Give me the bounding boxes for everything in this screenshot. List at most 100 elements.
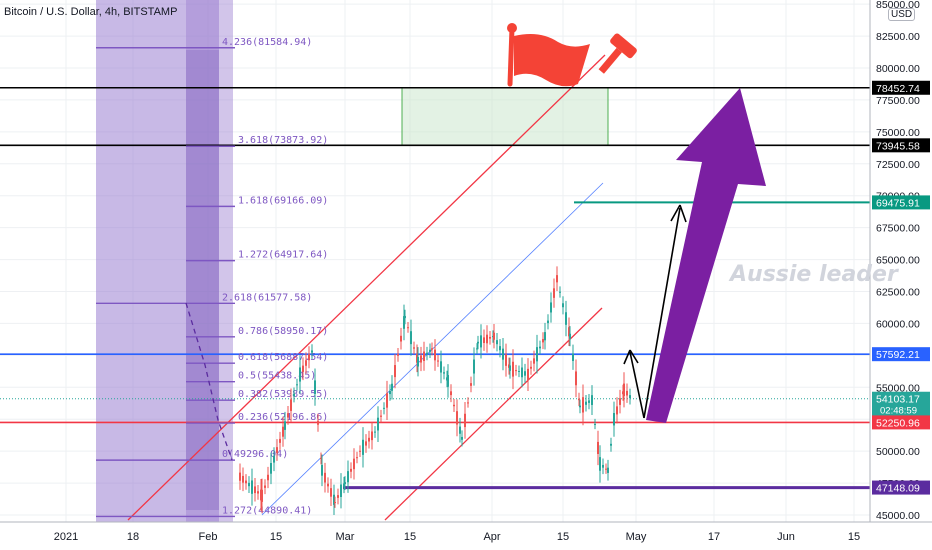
y-tick-label: 65000.00 <box>876 255 920 267</box>
x-tick-label: 15 <box>404 531 416 543</box>
x-tick-label: 15 <box>848 531 860 543</box>
candle-body <box>467 402 469 404</box>
time-axis: 2021 18 Feb 15 Mar 15 Apr 15 May 17 Jun 15 <box>0 521 932 543</box>
x-tick-label: Feb <box>199 531 218 543</box>
candle-body <box>391 383 393 391</box>
candle-body <box>486 334 488 344</box>
candle-body <box>477 341 479 344</box>
candle-body <box>386 393 388 408</box>
candle-body <box>347 471 349 483</box>
price-tag-label: 57592.21 <box>876 349 920 361</box>
candle-body <box>597 441 599 454</box>
price-tag-label: 47148.09 <box>876 483 920 495</box>
candle-body <box>588 400 590 403</box>
fib-label: 1.272(64917.64) <box>238 250 328 261</box>
fib-label: 0.618(56887.54) <box>238 352 328 363</box>
candle-body <box>602 464 604 468</box>
candle-body <box>264 485 266 488</box>
candle-body <box>380 415 382 417</box>
candle-body <box>559 291 561 293</box>
candle-body <box>629 395 631 398</box>
candle-body <box>530 366 532 369</box>
candle-body <box>524 371 526 376</box>
candle-body <box>251 480 253 494</box>
candle-body <box>518 370 520 372</box>
candle-body <box>321 464 323 476</box>
candle-body <box>456 411 458 425</box>
candle-body <box>254 486 256 494</box>
x-tick-label: May <box>626 531 647 543</box>
arrow-head <box>670 204 687 223</box>
candle-body <box>568 327 570 337</box>
candle-body <box>499 346 501 351</box>
fib-label: 0(49296.04) <box>222 449 288 460</box>
candle-body <box>257 491 259 494</box>
candle-body <box>616 406 618 415</box>
currency-button[interactable]: USD <box>888 8 916 21</box>
candle-body <box>242 475 244 483</box>
fib-label: 1.618(69166.09) <box>238 195 328 206</box>
candle-body <box>287 413 289 418</box>
price-tag <box>872 391 930 416</box>
candle-body <box>579 405 581 408</box>
flag-icon <box>507 23 590 87</box>
x-tick-label: 17 <box>708 531 720 543</box>
candle-body <box>536 347 538 362</box>
candle-body <box>302 365 304 372</box>
candle-body <box>575 371 577 386</box>
candle-body <box>578 398 580 401</box>
candle-body <box>473 359 475 374</box>
x-tick-label: 15 <box>557 531 569 543</box>
price-tag <box>872 138 930 153</box>
candle-body <box>394 365 396 378</box>
candle-body <box>284 421 286 430</box>
candle-body <box>585 401 587 405</box>
gavel-icon <box>598 33 637 74</box>
candle-body <box>502 348 504 360</box>
price-tag <box>872 415 930 430</box>
candle-body <box>324 472 326 483</box>
trend-channel-line <box>127 54 606 521</box>
candle-body <box>330 488 332 497</box>
x-tick-label: Apr <box>483 531 500 543</box>
candle-body <box>320 457 322 459</box>
candle-body <box>350 468 352 472</box>
candle-body <box>245 480 247 484</box>
candle-body <box>626 390 628 396</box>
y-tick-label: 77500.00 <box>876 95 920 107</box>
candle-body <box>279 438 281 443</box>
fib-label: 0.786(58950.17) <box>238 326 328 337</box>
y-tick-label: 75000.00 <box>876 127 920 139</box>
candle-body <box>426 352 428 355</box>
candle-body <box>480 335 482 348</box>
candles <box>239 266 631 515</box>
candle-body <box>623 383 625 397</box>
candle-body <box>512 361 514 377</box>
candle-body <box>447 375 449 387</box>
candle-body <box>239 472 241 481</box>
candle-body <box>383 407 385 409</box>
candle-body <box>413 347 415 349</box>
chart-title: Bitcoin / U.S. Dollar, 4h, BITSTAMP <box>4 6 178 18</box>
price-tag-label: 54103.17 <box>876 394 920 406</box>
candle-body <box>353 458 355 470</box>
candle-body <box>327 483 329 487</box>
fib-label: 4.236(81584.94) <box>222 37 312 48</box>
candle-body <box>410 331 412 345</box>
candle-body <box>569 333 571 339</box>
candle-body <box>556 275 558 283</box>
candle-body <box>582 397 584 413</box>
candle-body <box>296 384 298 386</box>
candle-body <box>273 455 275 463</box>
y-tick-label: 80000.00 <box>876 63 920 75</box>
candle-body <box>267 474 269 481</box>
candle-body <box>599 457 601 471</box>
candle-body <box>337 495 339 498</box>
candle-body <box>607 467 609 473</box>
candle-body <box>461 436 463 440</box>
candle-body <box>248 482 250 487</box>
candle-body <box>443 372 445 374</box>
candle-body <box>290 399 292 411</box>
candle-body <box>547 320 549 324</box>
